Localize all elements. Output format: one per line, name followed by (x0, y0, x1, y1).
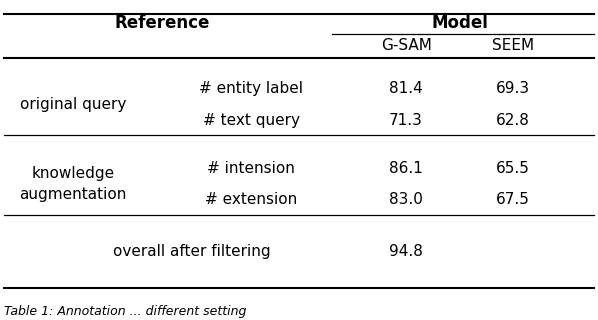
Text: Model: Model (431, 14, 488, 32)
Text: # text query: # text query (203, 114, 300, 129)
Text: Reference: Reference (114, 14, 210, 32)
Text: 65.5: 65.5 (496, 161, 530, 176)
Text: 83.0: 83.0 (389, 192, 423, 207)
Text: overall after filtering: overall after filtering (113, 244, 271, 259)
Text: # entity label: # entity label (199, 81, 303, 96)
Text: original query: original query (20, 97, 126, 112)
Text: 86.1: 86.1 (389, 161, 423, 176)
Text: # intension: # intension (208, 161, 295, 176)
Text: 94.8: 94.8 (389, 244, 423, 259)
Text: 69.3: 69.3 (496, 81, 530, 96)
Text: Table 1: Annotation ... different setting: Table 1: Annotation ... different settin… (4, 305, 247, 318)
Text: 67.5: 67.5 (496, 192, 530, 207)
Text: SEEM: SEEM (492, 38, 535, 53)
Text: 81.4: 81.4 (389, 81, 423, 96)
Text: 62.8: 62.8 (496, 114, 530, 129)
Text: G-SAM: G-SAM (381, 38, 432, 53)
Text: 71.3: 71.3 (389, 114, 423, 129)
Text: # extension: # extension (205, 192, 298, 207)
Text: knowledge
augmentation: knowledge augmentation (19, 166, 127, 202)
